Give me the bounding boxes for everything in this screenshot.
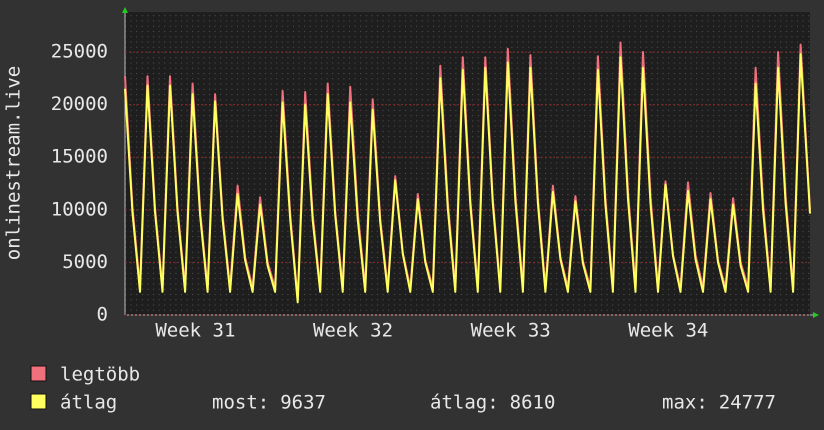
y-tick-label: 0 [97,304,108,326]
x-tick-label: Week 31 [155,320,235,342]
y-tick-label: 15000 [51,146,108,168]
legend-label: legtöbb [60,364,140,386]
legend-swatch [30,365,47,382]
y-tick-label: 5000 [62,251,108,273]
x-arrow [813,312,819,318]
stat-label: most: [212,392,269,414]
x-tick-label: Week 33 [471,320,551,342]
y-tick-label: 25000 [51,40,108,62]
stat-label: átlag: [430,392,499,414]
y-tick-label: 20000 [51,93,108,115]
stat-value: 9637 [280,392,326,414]
y-arrow [122,7,128,13]
legend-label: átlag [60,392,117,414]
series-line [124,53,811,304]
stat-value: 8610 [510,392,556,414]
stat-label: max: [662,392,708,414]
x-tick-label: Week 32 [313,320,393,342]
y-axis-title: onlinestream.live [3,66,25,260]
legend-swatch [30,393,47,410]
y-tick-label: 10000 [51,198,108,220]
x-tick-label: Week 34 [628,320,708,342]
stat-value: 24777 [719,392,776,414]
